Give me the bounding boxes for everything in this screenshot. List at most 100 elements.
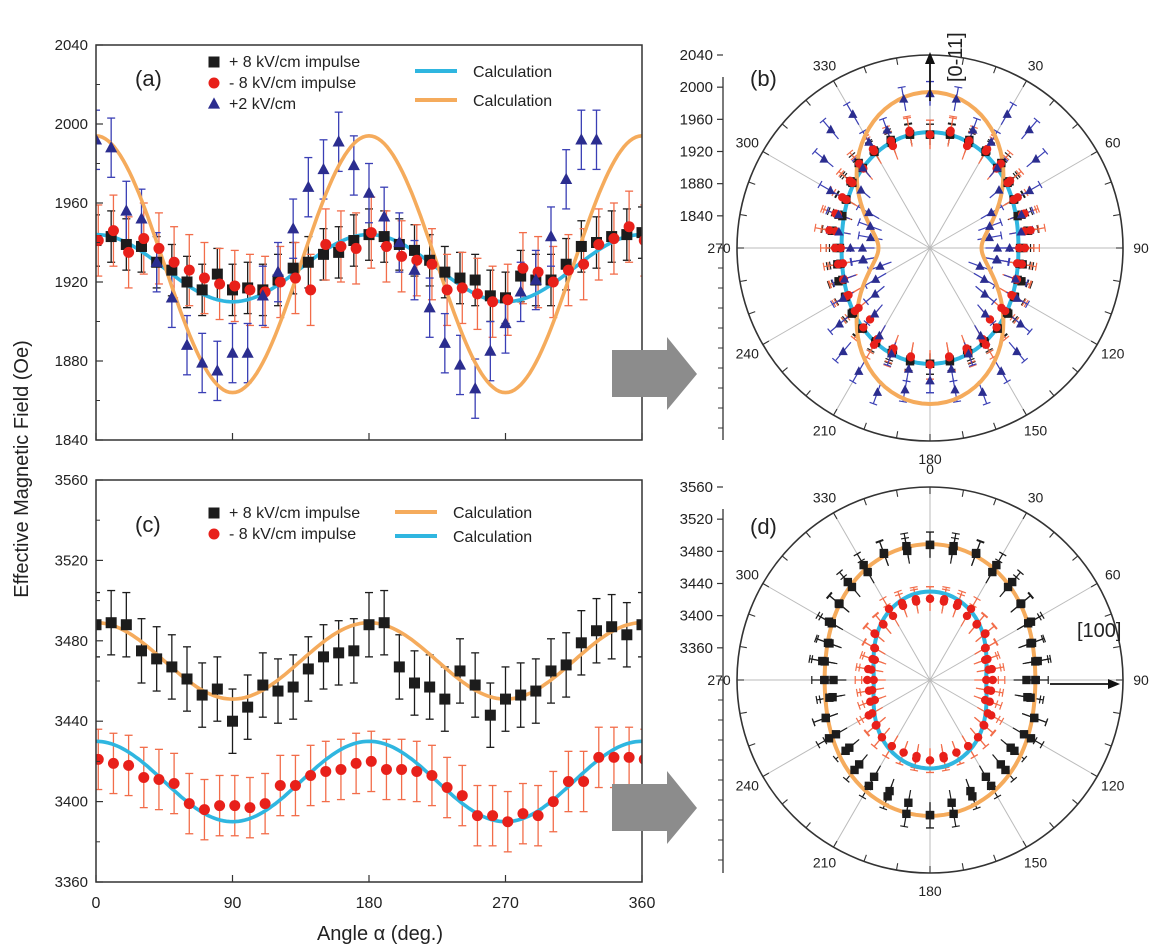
panel-d-errcap-1-47 [857, 701, 861, 710]
panel-c-point-0-26 [484, 709, 496, 721]
panel-a-point-2-27 [499, 316, 512, 329]
panel-b-point-2-68 [1024, 124, 1034, 134]
panel-d-point-1-63 [982, 675, 991, 685]
panel-d-errcap-0-51 [858, 794, 867, 800]
panel-d-tick-250 [748, 743, 756, 747]
panel-c-point-1-33 [593, 751, 605, 763]
panel-a-y-tick-label-4: 2000 [55, 116, 88, 133]
panel-a-point-1-31 [562, 264, 574, 276]
panel-d-point-1-61 [980, 695, 990, 705]
panel-d-point-0-3 [988, 567, 997, 577]
panel-b-r-label-1: 1880 [680, 176, 713, 193]
panel-b-errcap-1-35 [902, 115, 911, 118]
panel-d-errcap-0-2 [976, 539, 985, 543]
panel-d-point-1-50 [877, 733, 887, 742]
panel-d-errcap-1-12 [999, 717, 1005, 726]
panel-d-errcap-0-67 [1027, 591, 1035, 599]
panel-c-point-1-29 [532, 810, 544, 822]
panel-a-point-1-21 [411, 254, 423, 266]
panel-b-errcap-1-67 [1015, 170, 1022, 178]
panel-d-tick-330 [833, 512, 838, 520]
panel-a-point-1-20 [396, 250, 408, 262]
panel-b-point-2-44 [865, 232, 876, 242]
panel-a-point-2-12 [271, 265, 285, 277]
panel-d-angle-label-5: 150 [1024, 855, 1048, 871]
panel-c-point-1-1 [107, 757, 119, 769]
panel-b-point-2-28 [834, 226, 844, 236]
panel-c-point-1-12 [274, 780, 286, 792]
panel-d-angle-label-0: 0 [926, 461, 934, 477]
panel-d-errcap-1-60 [995, 715, 1001, 724]
panel-d-tick-30 [1022, 512, 1027, 520]
panel-a-point-1-32 [578, 258, 590, 270]
panel-a-legend-label-4: Calculation [473, 93, 552, 110]
x-tick-label-1: 90 [224, 895, 242, 912]
panel-b-point-1-36 [925, 130, 935, 139]
panel-d-point-0-41 [835, 599, 844, 609]
panel-b-point-1-49 [850, 306, 860, 316]
panel-b-point-1-70 [964, 136, 974, 145]
panel-a-point-0-28 [515, 270, 527, 282]
panel-d-point-0-45 [829, 675, 838, 685]
panel-b-point-2-25 [875, 261, 885, 270]
panel-b-point-2-32 [826, 124, 836, 134]
panel-d-angle-label-7: 210 [813, 855, 837, 871]
panel-a-point-2-17 [347, 158, 360, 171]
panel-a-point-1-14 [305, 284, 317, 296]
panel-b-point-2-62 [992, 254, 1002, 264]
panel-d-r-label-5: 3560 [680, 479, 713, 496]
panel-b-errcap-2-65 [1030, 206, 1035, 215]
panel-b-point-1-66 [1009, 195, 1018, 204]
panel-d-point-0-17 [947, 798, 956, 807]
panel-d-point-1-55 [939, 751, 948, 761]
panel-d-tick-300 [762, 583, 770, 588]
panel-b-point-2-37 [899, 94, 909, 103]
panel-b-errcap-2-11 [1024, 279, 1029, 288]
panel-d-errcap-0-13 [1021, 755, 1028, 763]
panel-b-point-2-6 [986, 207, 996, 217]
panel-a-point-0-2 [120, 238, 132, 250]
panel-b-point-2-57 [976, 330, 986, 340]
panel-c-point-1-25 [471, 810, 483, 822]
panel-b-angle-label-2: 90 [1133, 240, 1149, 256]
panel-b-point-1-40 [854, 159, 864, 168]
panel-d-errcap-0-64 [1046, 655, 1050, 664]
x-tick-label-4: 360 [629, 895, 656, 912]
panel-a-point-2-23 [438, 336, 451, 348]
panel-c: 0 90 180 270 360 3360 3400 3440 3480 3520 3560 (c)… [55, 472, 656, 912]
panel-a-point-0-32 [575, 240, 587, 252]
panel-b-point-2-9 [992, 242, 1003, 252]
panel-d-errcap-1-66 [993, 638, 999, 646]
panel-c-point-1-2 [123, 759, 135, 771]
panel-b-errcap-2-62 [1007, 257, 1011, 267]
panel-d-point-0-46 [825, 693, 834, 702]
panel-a-point-1-0 [96, 235, 104, 247]
panel-d-point-0-22 [854, 760, 864, 769]
panel-a-y-tick-label-1: 1880 [55, 353, 88, 370]
panel-c-point-0-24 [454, 665, 466, 677]
panel-d-r-label-0: 3360 [680, 640, 713, 657]
panel-b-tick-160 [993, 422, 997, 430]
panel-d-errcap-0-10 [1041, 695, 1045, 705]
panel-a-point-1-7 [198, 272, 210, 284]
panel-a-point-1-27 [502, 294, 514, 306]
panel-a-point-2-20 [393, 235, 406, 248]
panel-d-spoke-60 [929, 583, 1098, 681]
panel-b-direction-label: [0-11] [945, 32, 967, 82]
panel-d-errcap-0-47 [811, 718, 816, 727]
panel-a-point-1-25 [471, 288, 483, 300]
panel-a-point-2-32 [575, 133, 588, 145]
arrow-a-to-b [612, 337, 697, 410]
panel-d-errcap-0-37 [900, 532, 909, 535]
panel-b-tick-40 [1049, 99, 1055, 106]
panel-d-point-1-51 [887, 741, 897, 751]
panel-b-errcap-2-3 [993, 129, 1001, 135]
panel-d-point-0-33 [859, 560, 868, 570]
panel-c-legend-label-1: - 8 kV/cm impulse [229, 526, 356, 543]
panel-d-errcap-0-68 [1017, 569, 1024, 576]
panel-b-point-2-17 [950, 384, 960, 394]
panel-b-point-2-8 [984, 232, 995, 242]
panel-c-point-0-9 [227, 715, 238, 727]
panel-b-point-2-24 [871, 274, 881, 283]
